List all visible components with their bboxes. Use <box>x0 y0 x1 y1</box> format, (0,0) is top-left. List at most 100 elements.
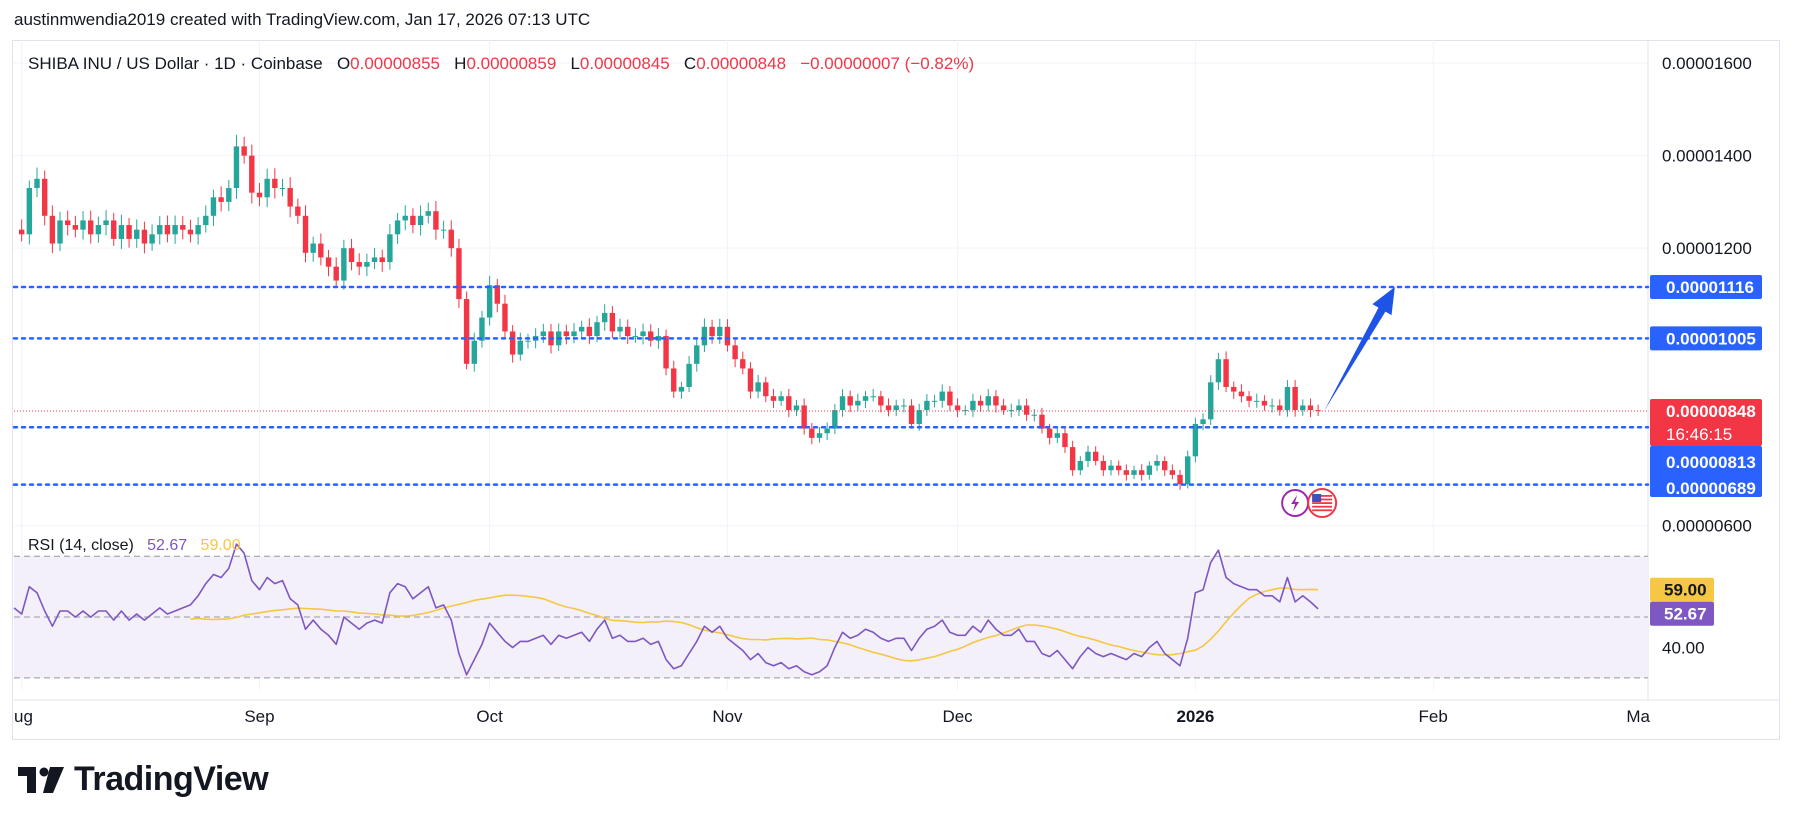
price-axis-tick: 0.00001200 <box>1662 239 1752 258</box>
candle-body <box>233 146 240 189</box>
candle <box>1200 413 1206 431</box>
candle <box>394 212 401 244</box>
candle-body <box>364 262 370 267</box>
candle-body <box>901 405 907 407</box>
candle-body <box>1192 423 1199 457</box>
candle <box>1192 417 1199 463</box>
symbol-title[interactable]: SHIBA INU / US Dollar · 1D · Coinbase <box>28 54 323 73</box>
candle <box>379 249 385 272</box>
rsi-tag-text: 52.67 <box>1664 605 1707 624</box>
time-axis-tick: Ma <box>1626 707 1650 726</box>
open-value: 0.00000855 <box>350 54 440 73</box>
tradingview-logo-icon <box>18 766 64 793</box>
candle <box>371 248 378 270</box>
candle <box>1123 464 1130 481</box>
candle-body <box>479 317 485 341</box>
open-label: O <box>336 54 351 73</box>
candle <box>709 319 715 344</box>
candle <box>885 398 892 417</box>
candle <box>310 236 316 262</box>
candle <box>586 318 593 345</box>
candle <box>88 210 94 244</box>
candle <box>264 168 270 208</box>
candle <box>72 215 79 238</box>
candle-body <box>1300 405 1306 411</box>
candle-body <box>417 215 424 226</box>
candle <box>1023 398 1030 421</box>
candle-body <box>870 396 876 398</box>
candle <box>57 211 63 252</box>
candle-body <box>1185 456 1191 485</box>
candle-body <box>947 391 953 406</box>
lightning-glyph <box>1291 495 1300 511</box>
price-axis-tick: 0.00001400 <box>1662 147 1752 166</box>
candle-body <box>287 188 293 207</box>
candle-body <box>586 326 593 337</box>
candle <box>64 210 71 236</box>
rsi-pane: 40.00 59.00 52.67 <box>13 543 1714 679</box>
candle <box>471 332 477 372</box>
candle <box>287 177 293 218</box>
candle <box>1039 407 1045 434</box>
candle-body <box>279 188 286 190</box>
candle-body <box>1292 386 1298 411</box>
candle-body <box>1092 451 1099 461</box>
rsi-title[interactable]: RSI (14, close) <box>28 537 134 554</box>
candle <box>1215 352 1222 390</box>
candle-body <box>172 225 178 235</box>
rsi-ma-tag <box>1650 577 1714 602</box>
candle <box>717 318 723 345</box>
candle <box>1092 446 1099 466</box>
candle-body <box>893 405 899 411</box>
candle <box>1254 393 1260 408</box>
bar-countdown-text: 16:46:15 <box>1666 425 1732 444</box>
time-axis: ug Sep Oct Nov Dec 2026 Feb Ma <box>14 707 1651 726</box>
candle-body <box>1123 470 1130 475</box>
horizontal-gridlines: 0.00001600 0.00001400 0.00001200 0.00000600 <box>14 54 1752 536</box>
candle-body <box>1077 460 1084 471</box>
candle <box>770 388 777 409</box>
candle-body <box>41 178 48 216</box>
candle <box>80 211 86 240</box>
candle-body <box>763 382 769 397</box>
candle-body <box>571 331 577 337</box>
tradingview-logo[interactable]: TradingView <box>18 760 269 799</box>
candle-body <box>832 410 838 429</box>
candle-body <box>149 234 155 244</box>
candle-body <box>878 396 884 406</box>
rsi-ma-value: 59.00 <box>200 537 241 554</box>
candle <box>410 208 416 234</box>
candle-body <box>264 178 270 198</box>
candle-body <box>540 331 547 337</box>
candle-body <box>318 243 324 258</box>
candle <box>1062 428 1068 454</box>
candle-body <box>1277 405 1283 411</box>
rsi-ma-tag-text: 59.00 <box>1664 581 1707 600</box>
candle <box>648 324 654 347</box>
candle <box>203 205 209 233</box>
candle-body <box>34 178 40 189</box>
candle <box>816 427 823 443</box>
candle-body <box>502 303 508 332</box>
candle-body <box>855 400 861 406</box>
candle <box>318 233 324 266</box>
candle <box>1131 465 1137 479</box>
candle <box>740 351 746 375</box>
candle <box>18 219 25 242</box>
candle <box>1307 398 1314 418</box>
close-label: C <box>683 54 697 73</box>
candle <box>1223 351 1229 393</box>
candle-body <box>517 340 524 355</box>
candle <box>778 391 784 406</box>
candle-body <box>241 146 247 156</box>
candle <box>433 200 439 240</box>
candle-body <box>111 220 117 239</box>
candle-body <box>671 368 677 392</box>
rsi-value: 52.67 <box>147 537 188 554</box>
candle-body <box>640 331 646 337</box>
candle <box>578 320 585 339</box>
candle-body <box>709 326 715 337</box>
candle <box>333 257 339 287</box>
candle-body <box>786 396 792 411</box>
